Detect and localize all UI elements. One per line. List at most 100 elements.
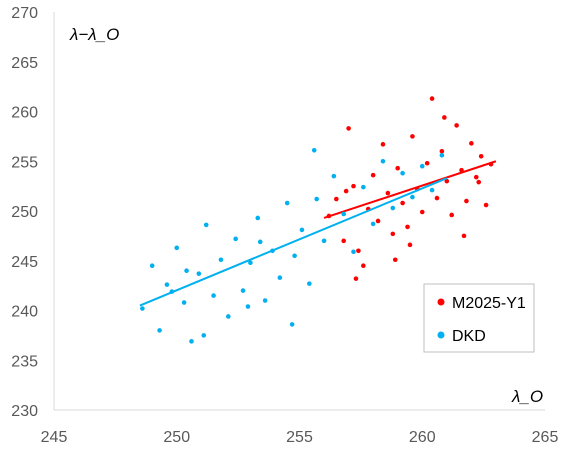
data-point	[211, 293, 216, 298]
y-axis-ticks: 230 235 240 245 250 255 260 265 270	[11, 5, 38, 420]
y-tick-label: 245	[11, 254, 38, 271]
data-point	[341, 211, 346, 217]
legend-box	[423, 283, 535, 353]
data-point	[410, 134, 415, 139]
series-layer	[139, 96, 497, 344]
data-point	[429, 187, 435, 193]
data-point	[395, 165, 401, 171]
data-point	[174, 245, 180, 251]
data-point	[284, 200, 290, 206]
legend: M2025-Y1 DKD	[423, 283, 535, 353]
data-point	[410, 194, 415, 200]
data-point	[385, 190, 391, 196]
data-point	[299, 227, 305, 233]
x-tick-label: 265	[532, 429, 559, 446]
data-point	[218, 257, 224, 263]
data-point	[233, 236, 238, 242]
data-point	[442, 115, 447, 120]
data-point	[257, 239, 263, 245]
data-point	[149, 263, 155, 269]
data-point	[419, 163, 425, 169]
data-point	[203, 222, 209, 228]
data-point	[439, 149, 445, 154]
data-point	[292, 253, 297, 259]
data-point	[405, 224, 410, 230]
data-point	[439, 152, 445, 158]
y-tick-label: 255	[11, 154, 38, 171]
data-point	[331, 173, 337, 179]
y-tick-label: 265	[11, 55, 38, 72]
data-point	[277, 275, 283, 280]
data-point	[454, 123, 459, 128]
y-tick-label: 235	[11, 353, 38, 370]
data-point	[196, 271, 202, 276]
data-point	[311, 148, 317, 153]
data-point	[464, 198, 469, 204]
data-point	[473, 174, 479, 180]
data-point	[351, 183, 356, 189]
data-point	[390, 231, 396, 237]
data-point	[370, 221, 376, 227]
data-point	[461, 233, 467, 239]
data-point	[407, 242, 413, 248]
data-point	[370, 172, 376, 178]
data-point	[400, 170, 405, 176]
data-point	[262, 298, 268, 303]
data-point	[201, 333, 207, 338]
x-axis-ticks: 245 250 255 260 265	[41, 429, 559, 446]
data-point	[380, 158, 386, 164]
x-axis-label: λ_O	[511, 387, 543, 406]
data-point	[245, 304, 251, 309]
data-point	[226, 314, 231, 319]
data-point	[356, 248, 361, 254]
trend-line	[139, 177, 448, 307]
data-point	[353, 276, 359, 281]
data-point	[181, 300, 187, 305]
legend-label-dkd: DKD	[452, 328, 486, 345]
series-m2025-y1	[323, 96, 497, 281]
data-point	[390, 205, 396, 211]
data-point	[184, 268, 189, 274]
data-point	[476, 179, 482, 185]
data-point	[140, 306, 145, 311]
y-tick-label: 240	[11, 304, 38, 321]
data-point	[157, 328, 162, 333]
data-point	[400, 200, 405, 206]
data-point	[334, 196, 339, 202]
data-point	[189, 339, 194, 344]
trend-line	[323, 160, 497, 219]
data-point	[449, 212, 455, 218]
data-point	[240, 288, 246, 293]
y-tick-label: 230	[11, 403, 38, 420]
data-point	[483, 202, 489, 208]
data-point	[289, 322, 295, 327]
data-point	[469, 141, 474, 146]
data-point	[321, 238, 327, 244]
data-point	[341, 238, 346, 244]
data-point	[424, 160, 430, 166]
data-point	[164, 282, 170, 287]
x-tick-label: 260	[409, 429, 436, 446]
legend-marker-dkd	[437, 331, 445, 339]
data-point	[375, 218, 381, 224]
y-tick-label: 260	[11, 105, 38, 122]
data-point	[248, 260, 253, 266]
series-dkd	[139, 148, 448, 344]
data-point	[361, 184, 366, 190]
x-tick-label: 250	[163, 429, 190, 446]
data-point	[392, 257, 398, 263]
y-axis-label: λ−λ_O	[69, 25, 119, 44]
data-point	[434, 195, 440, 201]
data-point	[351, 249, 356, 255]
data-point	[444, 178, 450, 184]
legend-marker-m2025	[437, 298, 445, 306]
data-point	[307, 281, 312, 286]
data-point	[380, 142, 386, 147]
data-point	[419, 209, 425, 215]
y-tick-label: 270	[11, 5, 38, 22]
data-point	[429, 96, 435, 101]
x-tick-label: 255	[286, 429, 313, 446]
data-point	[346, 126, 351, 131]
data-point	[361, 263, 366, 269]
